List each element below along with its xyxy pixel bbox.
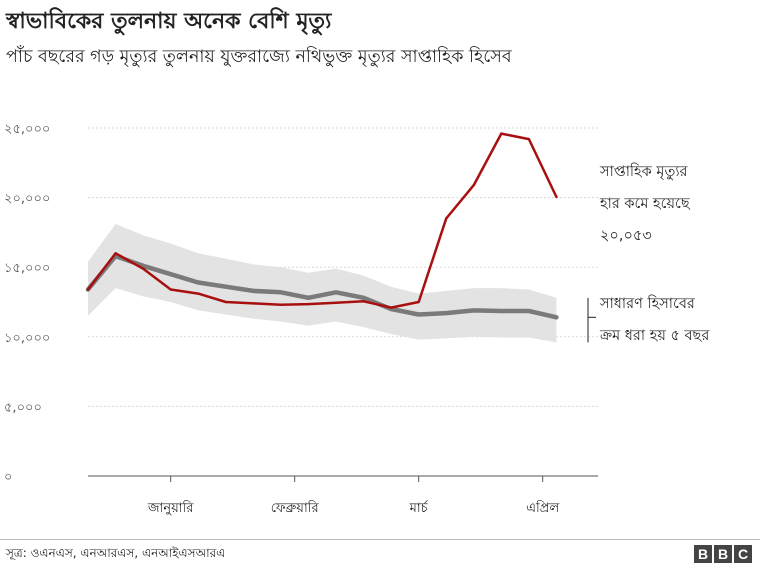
weekly-data-point (500, 132, 503, 135)
average-data-point (197, 281, 200, 284)
x-tick-label: মার্চ (409, 500, 429, 516)
source-note: সূত্র: ওএনএস, এনআরএস, এনআইএসআরএ (6, 546, 226, 560)
series-layer (85, 132, 559, 320)
footer-divider (0, 539, 760, 540)
weekly-data-point (141, 267, 145, 270)
average-data-point (472, 309, 475, 312)
weekly-data-point (445, 217, 448, 220)
normal-annotation-line-2: ক্রম ধরা হয় ৫ বছর (600, 328, 710, 344)
average-data-point (445, 311, 448, 315)
average-data-point (279, 291, 283, 294)
weekly-data-point (169, 288, 172, 291)
weekly-data-point (224, 300, 227, 304)
average-data-point (141, 264, 145, 267)
average-data-point (417, 313, 420, 316)
weekly-annotation-line-1: সাপ্তাহিক মৃত্যুর (600, 164, 688, 180)
bbc-logo-letter: C (734, 545, 752, 563)
y-tick-label: ০ (4, 470, 12, 485)
weekly-data-point (555, 195, 558, 199)
x-tick-label: ফেব্রুয়ারি (271, 500, 320, 516)
y-tick-label: ২০,০০০ (4, 192, 50, 207)
average-data-point (307, 296, 310, 299)
weekly-data-point (197, 292, 200, 295)
axes: ০ ৫,০০০ ১০,০০০ ১৫,০০০ ২০,০০০ ২৫,০০০ জানুয়ারি ফ… (4, 122, 598, 516)
weekly-data-point (252, 302, 255, 305)
weekly-annotation-value: ২০,০৫৩ (600, 228, 652, 244)
weekly-data-point (527, 137, 531, 141)
weekly-data-point (279, 303, 283, 306)
x-tick-label: এপ্রিল (526, 500, 559, 516)
normal-range-annotation: সাধারণ হিসাবের ক্রম ধরা হয় ৫ বছর (600, 288, 709, 352)
average-data-point (334, 291, 338, 294)
weekly-data-point (417, 300, 420, 304)
weekly-deaths-annotation: সাপ্তাহিক মৃত্যুর হার কমে হয়েছে ২০,০৫৩ (600, 156, 690, 252)
y-tick-label: ২৫,০০০ (4, 122, 50, 137)
chart-subtitle: পাঁচ বছরের গড় মৃত্যুর তুলনায় যুক্তরাজ্… (6, 47, 512, 67)
y-tick-label: ১০,০০০ (4, 331, 50, 346)
average-data-point (224, 285, 227, 288)
weekly-data-point (114, 252, 117, 255)
average-data-point (555, 316, 558, 319)
average-data-point (169, 273, 172, 276)
weekly-deaths-line (86, 132, 558, 309)
bbc-logo-letter: B (714, 545, 732, 563)
line-chart: ০ ৫,০০০ ১০,০০০ ১৫,০০০ ২০,০০০ ২৫,০০০ জানুয়ারি ফ… (4, 122, 598, 516)
average-deaths-line (85, 253, 559, 320)
bbc-logo: B B C (694, 545, 752, 563)
x-tick-label: জানুয়ারি (147, 500, 194, 516)
average-data-point (500, 309, 503, 313)
weekly-data-point (307, 302, 310, 306)
weekly-data-point (334, 301, 338, 304)
weekly-annotation-line-2: হার কমে হয়েছে (600, 196, 690, 212)
bbc-logo-letter: B (694, 545, 712, 563)
y-tick-label: ৫,০০০ (4, 400, 42, 415)
normal-annotation-line-1: সাধারণ হিসাবের (600, 296, 695, 312)
average-data-point (362, 296, 365, 299)
weekly-data-point (472, 183, 475, 187)
range-band-layer (88, 224, 557, 343)
normal-range-band (88, 224, 557, 343)
average-data-point (252, 289, 255, 293)
weekly-data-point (86, 288, 90, 291)
weekly-data-point (362, 300, 365, 303)
chart-title: স্বাভাবিকের তুলনায় অনেক বেশি মৃত্যু (6, 9, 332, 34)
weekly-data-point (389, 306, 393, 309)
y-tick-label: ১৫,০০০ (4, 261, 50, 276)
average-data-point (527, 309, 531, 313)
